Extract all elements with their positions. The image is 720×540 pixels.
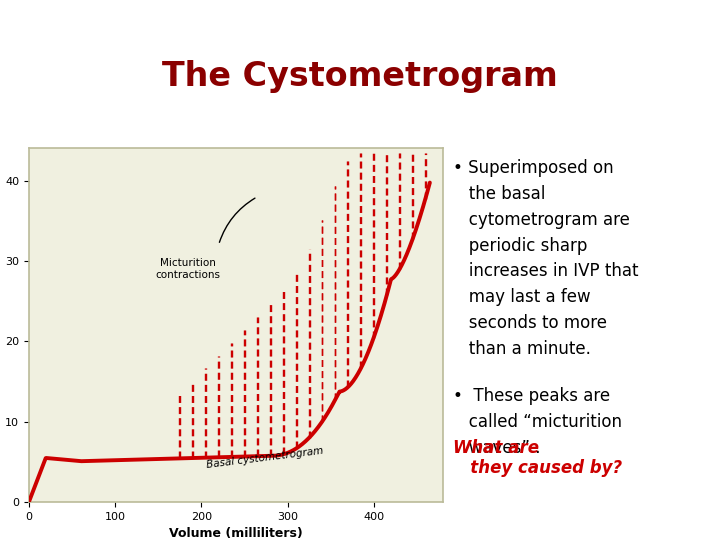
Text: cytometrogram are: cytometrogram are bbox=[454, 211, 630, 229]
Text: than a minute.: than a minute. bbox=[454, 340, 591, 358]
X-axis label: Volume (milliliters): Volume (milliliters) bbox=[169, 528, 302, 540]
Text: The Cystometrogram: The Cystometrogram bbox=[162, 60, 558, 93]
Text: •  These peaks are: • These peaks are bbox=[454, 387, 611, 405]
Text: the basal: the basal bbox=[454, 185, 546, 203]
Text: called “micturition: called “micturition bbox=[454, 413, 622, 431]
Text: • Superimposed on: • Superimposed on bbox=[454, 159, 614, 177]
Text: waves”..: waves”.. bbox=[454, 438, 546, 456]
Text: may last a few: may last a few bbox=[454, 288, 591, 306]
Text: seconds to more: seconds to more bbox=[454, 314, 607, 332]
Text: increases in IVP that: increases in IVP that bbox=[454, 262, 639, 280]
Y-axis label: Intravesical pressure
(centimeters of water): Intravesical pressure (centimeters of wa… bbox=[0, 250, 2, 401]
Text: What are
   they caused by?: What are they caused by? bbox=[454, 438, 622, 477]
Text: Basal cystometrogram: Basal cystometrogram bbox=[206, 446, 324, 470]
Text: Micturition
contractions: Micturition contractions bbox=[156, 258, 221, 280]
Text: periodic sharp: periodic sharp bbox=[454, 237, 588, 254]
